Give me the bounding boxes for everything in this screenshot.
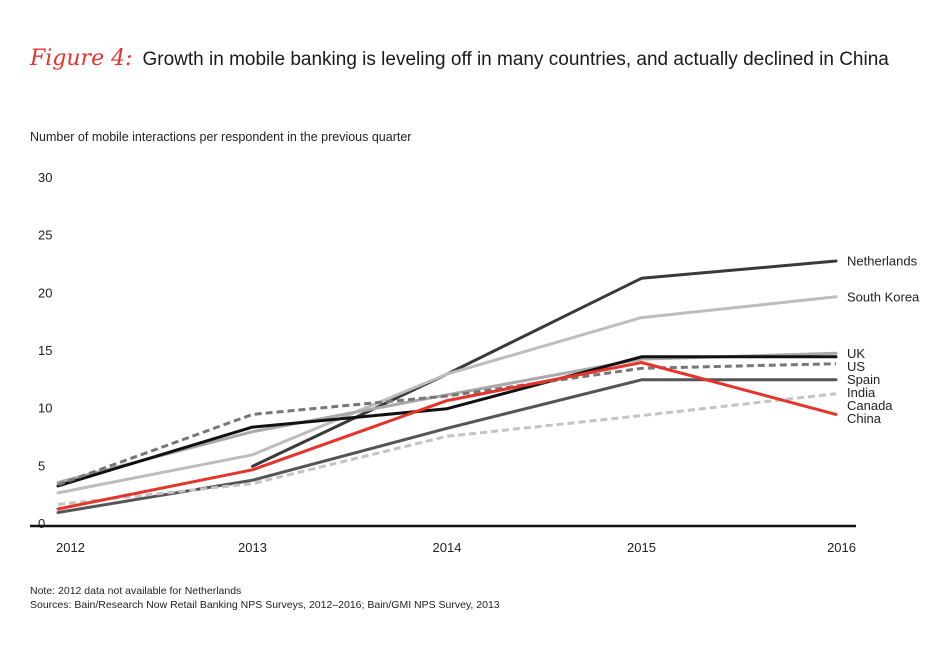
sources-text: Sources: Bain/Research Now Retail Bankin… (30, 599, 500, 611)
series-line-us (56, 355, 838, 488)
x-tick-label: 2012 (56, 540, 85, 555)
y-axis-label: Number of mobile interactions per respon… (30, 130, 412, 144)
series-label-canada: Canada (847, 398, 893, 413)
series-label-us: US (847, 359, 865, 374)
x-tick-label: 2013 (238, 540, 267, 555)
x-tick-label: 2015 (627, 540, 656, 555)
y-tick-label: 0 (38, 516, 45, 531)
note-text: Note: 2012 data not available for Nether… (30, 585, 242, 597)
series-line-south-korea (56, 295, 838, 495)
x-axis-ticks: 2012 2013 2014 2015 2016 (56, 540, 856, 555)
y-tick-label: 10 (38, 401, 52, 416)
series-label-india: India (847, 385, 876, 400)
x-tick-label: 2014 (433, 540, 462, 555)
series-label-spain: Spain (847, 372, 880, 387)
series-line-canada (57, 392, 837, 506)
y-tick-label: 25 (38, 228, 52, 243)
y-tick-label: 15 (38, 343, 52, 358)
series-label-china: China (847, 411, 882, 426)
y-tick-label: 5 (38, 458, 45, 473)
chart-notes: Note: 2012 data not available for Nether… (30, 584, 500, 612)
y-tick-label: 20 (38, 285, 52, 300)
x-tick-label: 2016 (827, 540, 856, 555)
chart-title: Figure 4: Growth in mobile banking is lev… (30, 46, 889, 71)
figure-title: Growth in mobile banking is leveling off… (142, 49, 889, 70)
series-line-china (56, 361, 838, 511)
y-tick-label: 30 (38, 170, 52, 185)
y-axis-ticks: 0 5 10 15 20 25 30 (38, 170, 52, 531)
series-line-spain (57, 362, 837, 487)
series-labels: Netherlands South Korea UKUSSpainIndiaCana… (847, 254, 920, 426)
series-label-netherlands: Netherlands (847, 254, 918, 269)
series-line-netherlands (251, 259, 838, 468)
figure-label: Figure 4: (30, 46, 133, 71)
series-label-south-korea: South Korea (847, 289, 920, 304)
series-label-uk: UK (847, 346, 865, 361)
series-lines (56, 259, 838, 514)
